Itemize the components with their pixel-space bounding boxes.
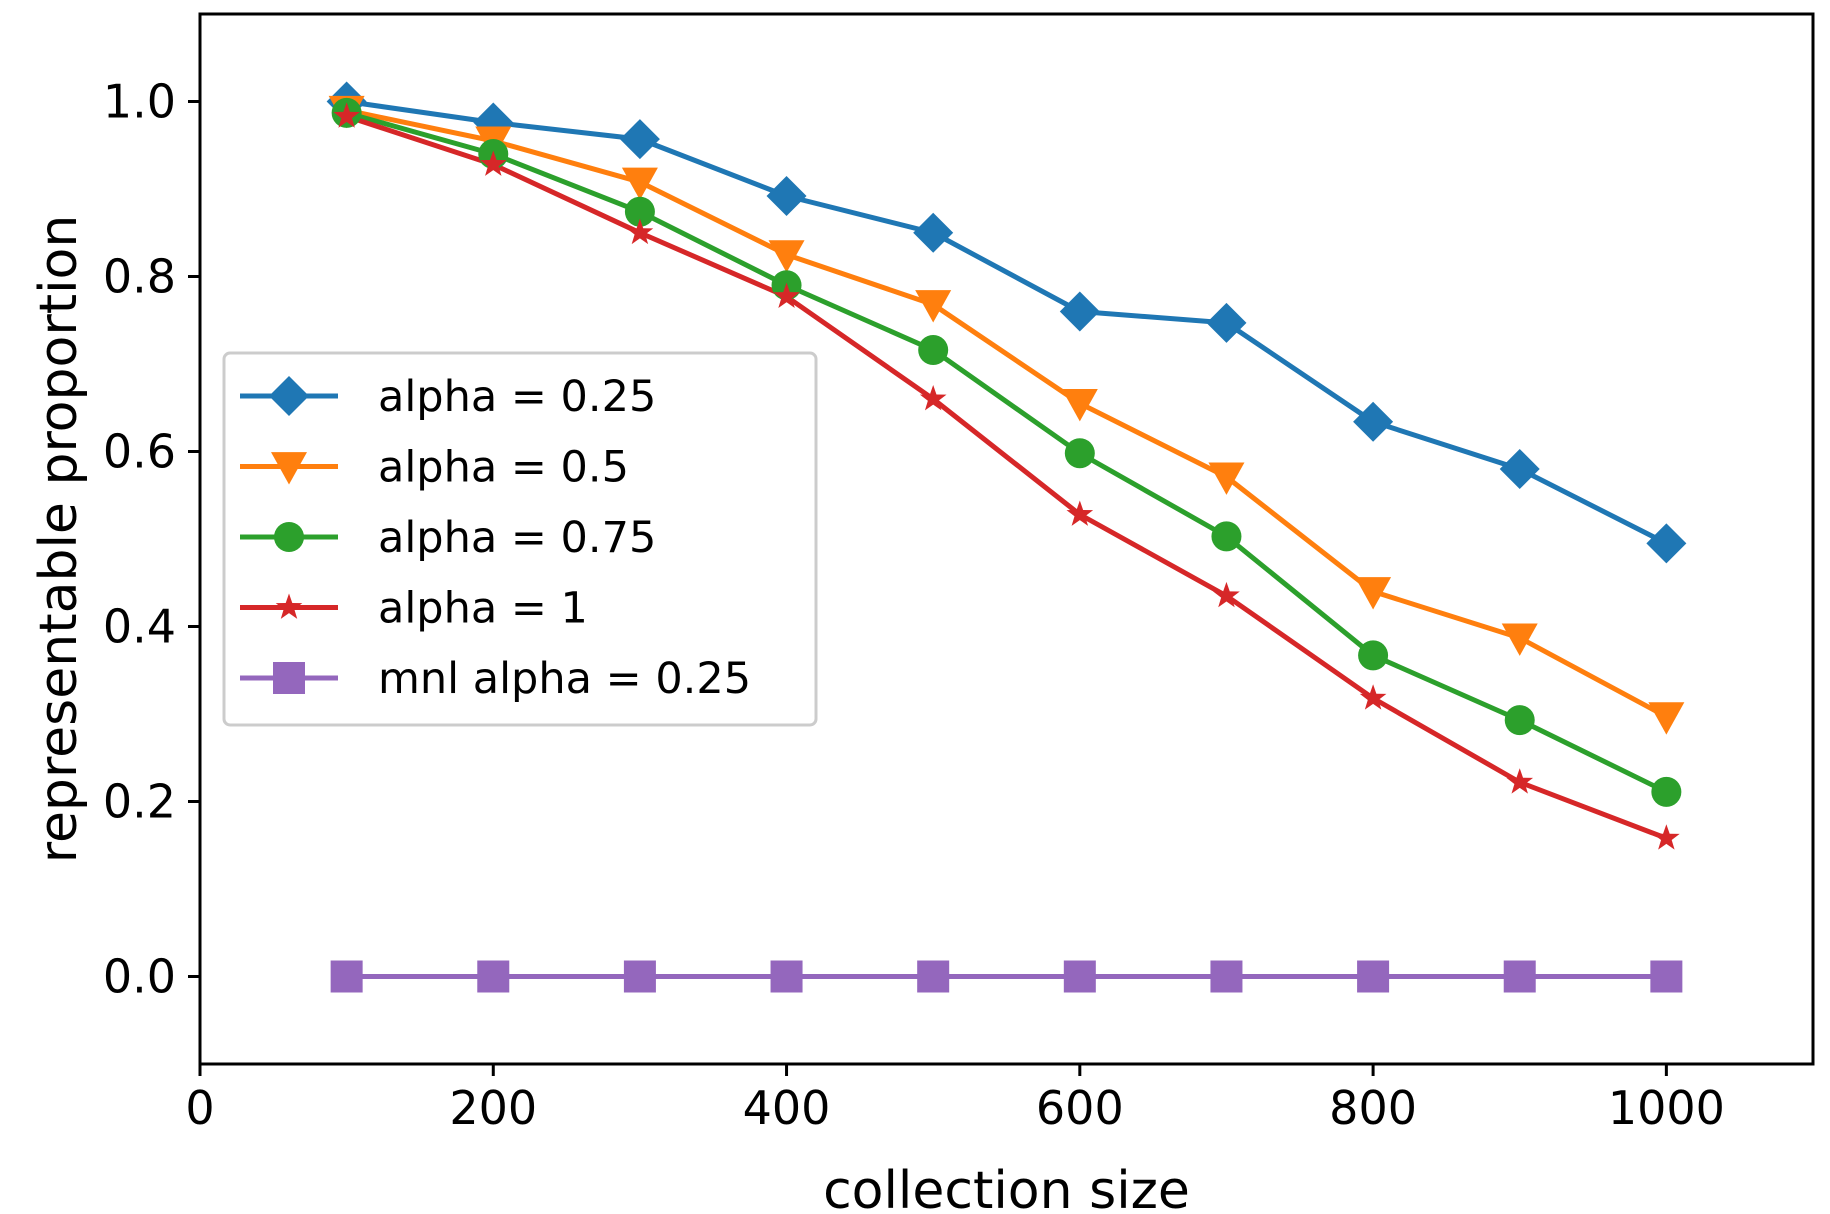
data-point bbox=[477, 960, 510, 993]
data-point bbox=[1501, 623, 1538, 656]
data-point bbox=[773, 282, 800, 308]
y-tick-label: 0.0 bbox=[103, 950, 176, 1004]
data-point bbox=[1504, 705, 1535, 736]
y-axis: 0.0 0.2 0.4 0.6 0.8 1.0 bbox=[103, 75, 200, 1004]
data-point bbox=[917, 960, 950, 993]
x-tick-label: 200 bbox=[449, 1081, 537, 1135]
data-point bbox=[1651, 776, 1682, 807]
data-point bbox=[1211, 521, 1242, 552]
data-point bbox=[624, 196, 655, 227]
legend-box bbox=[222, 351, 818, 727]
data-point bbox=[1213, 581, 1240, 608]
legend-marker bbox=[275, 593, 303, 619]
data-point bbox=[1208, 462, 1245, 495]
data-point bbox=[1650, 960, 1683, 993]
x-tick-label: 1000 bbox=[1608, 1081, 1725, 1135]
series-markers bbox=[326, 81, 1687, 993]
data-point bbox=[1646, 523, 1687, 564]
data-point bbox=[1503, 960, 1536, 993]
legend-label: mnl alpha = 0.25 bbox=[378, 654, 751, 704]
data-point bbox=[626, 218, 654, 245]
series-line-3 bbox=[345, 110, 1668, 795]
y-tick-label: 0.4 bbox=[103, 600, 176, 654]
data-point bbox=[1358, 640, 1389, 671]
plot-frame bbox=[198, 12, 1815, 1066]
x-axis-label: collection size bbox=[823, 1161, 1190, 1214]
y-tick-label: 0.2 bbox=[103, 775, 176, 829]
legend-label: alpha = 0.75 bbox=[378, 513, 656, 563]
series-line-2 bbox=[346, 107, 1668, 719]
data-point bbox=[913, 212, 954, 253]
legend: alpha = 0.25 alpha = 0.5 alpha = 0.75 alpha… bbox=[222, 351, 818, 727]
x-tick-label: 600 bbox=[1036, 1081, 1124, 1135]
data-point bbox=[1506, 768, 1534, 794]
data-point bbox=[1210, 960, 1243, 993]
y-tick-label: 0.6 bbox=[103, 425, 176, 479]
data-point bbox=[915, 290, 952, 323]
data-point bbox=[1061, 388, 1098, 422]
series-line-4 bbox=[345, 114, 1668, 841]
data-point bbox=[1648, 702, 1685, 735]
x-tick-label: 400 bbox=[743, 1081, 831, 1135]
legend-marker bbox=[271, 452, 307, 485]
data-point bbox=[1059, 291, 1100, 332]
data-point bbox=[1206, 302, 1247, 343]
legend-marker bbox=[274, 522, 304, 552]
data-point bbox=[918, 335, 949, 365]
legend-marker bbox=[269, 376, 309, 416]
data-point bbox=[919, 385, 947, 411]
y-tick-label: 0.8 bbox=[103, 250, 176, 304]
data-point bbox=[1064, 438, 1095, 469]
data-point bbox=[766, 176, 807, 216]
data-point bbox=[1353, 401, 1394, 442]
data-point bbox=[621, 167, 658, 200]
legend-label: alpha = 1 bbox=[378, 584, 588, 634]
data-point bbox=[1499, 449, 1540, 489]
y-axis-label: representable proportion bbox=[29, 215, 89, 864]
legend-marker bbox=[273, 662, 305, 694]
x-tick-label: 800 bbox=[1329, 1081, 1417, 1135]
data-point bbox=[1653, 824, 1680, 850]
data-point bbox=[1359, 684, 1387, 710]
data-point bbox=[623, 960, 656, 993]
data-point bbox=[333, 102, 360, 128]
data-point bbox=[770, 960, 803, 993]
data-point bbox=[1355, 577, 1392, 610]
x-tick-label: 0 bbox=[185, 1081, 214, 1135]
data-point bbox=[768, 240, 805, 273]
data-point bbox=[479, 150, 507, 176]
data-point bbox=[619, 119, 660, 160]
data-point bbox=[1063, 960, 1096, 993]
y-tick-label: 1.0 bbox=[103, 75, 176, 129]
legend-label: alpha = 0.5 bbox=[378, 443, 629, 493]
legend-label: alpha = 0.25 bbox=[378, 372, 656, 422]
data-point bbox=[1066, 500, 1094, 526]
x-axis: 0 200 400 600 800 1000 bbox=[185, 1064, 1725, 1135]
data-point bbox=[330, 960, 363, 993]
series-line-1 bbox=[346, 99, 1668, 546]
series-lines bbox=[345, 99, 1668, 979]
data-point bbox=[1357, 960, 1390, 993]
